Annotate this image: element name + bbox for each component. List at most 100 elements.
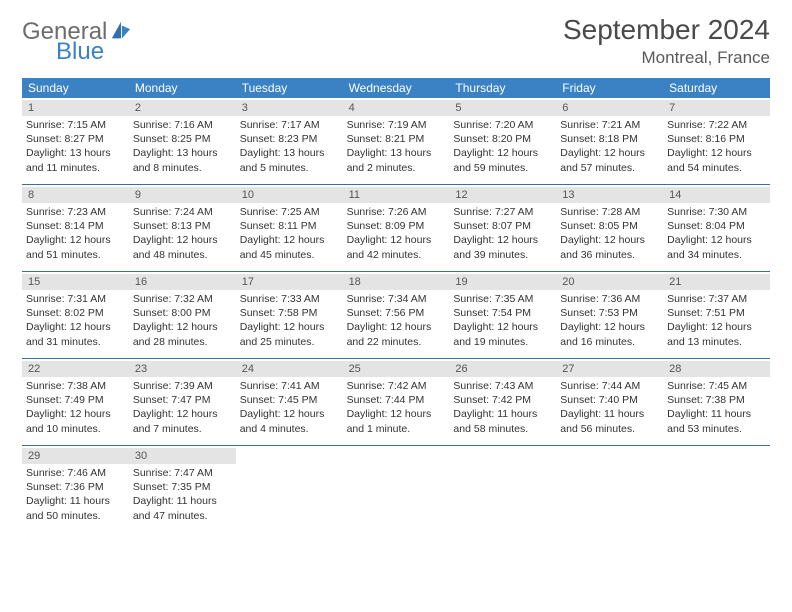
- day-cell: 19 Sunrise: 7:35 AMSunset: 7:54 PMDayligh…: [449, 272, 556, 358]
- sunset-line: Sunset: 8:20 PM: [453, 132, 552, 146]
- sunrise-line: Sunrise: 7:37 AM: [667, 292, 766, 306]
- weekday-tuesday: Tuesday: [236, 78, 343, 98]
- daynum-bar: 15: [22, 274, 129, 290]
- sunrise-line: Sunrise: 7:42 AM: [347, 379, 446, 393]
- daynum-bar: 5: [449, 100, 556, 116]
- daynum-bar: 19: [449, 274, 556, 290]
- weekday-sunday: Sunday: [22, 78, 129, 98]
- week-row: 1Sunrise: 7:15 AMSunset: 8:27 PMDaylight…: [22, 98, 770, 185]
- sunset-line: Sunset: 8:25 PM: [133, 132, 232, 146]
- sunrise-line: Sunrise: 7:30 AM: [667, 205, 766, 219]
- daylight-line: Daylight: 12 hours and 19 minutes.: [453, 320, 552, 348]
- daynum-bar: 23: [129, 361, 236, 377]
- day-cell: 11Sunrise: 7:26 AMSunset: 8:09 PMDayligh…: [343, 185, 450, 271]
- logo: General Blue: [22, 14, 132, 64]
- daylight-line: Daylight: 13 hours and 5 minutes.: [240, 146, 339, 174]
- day-cell: 2 Sunrise: 7:16 AMSunset: 8:25 PMDaylight…: [129, 98, 236, 184]
- day-number: 14: [663, 187, 770, 203]
- sunrise-line: Sunrise: 7:43 AM: [453, 379, 552, 393]
- day-cell: 9Sunrise: 7:24 AMSunset: 8:13 PMDaylight…: [129, 185, 236, 271]
- daynum-bar: 10: [236, 187, 343, 203]
- daynum-bar: 28: [663, 361, 770, 377]
- weekday-monday: Monday: [129, 78, 236, 98]
- daylight-line: Daylight: 12 hours and 45 minutes.: [240, 233, 339, 261]
- daynum-bar: 8: [22, 187, 129, 203]
- sunrise-line: Sunrise: 7:26 AM: [347, 205, 446, 219]
- day-info: Sunrise: 7:36 AMSunset: 7:53 PMDaylight:…: [560, 292, 659, 349]
- day-cell: 23Sunrise: 7:39 AMSunset: 7:47 PMDayligh…: [129, 359, 236, 445]
- day-cell: 28Sunrise: 7:45 AMSunset: 7:38 PMDayligh…: [663, 359, 770, 445]
- sunset-line: Sunset: 7:58 PM: [240, 306, 339, 320]
- sunrise-line: Sunrise: 7:31 AM: [26, 292, 125, 306]
- sunrise-line: Sunrise: 7:27 AM: [453, 205, 552, 219]
- daynum-bar: 6: [556, 100, 663, 116]
- day-number: 6: [556, 100, 663, 116]
- day-number: 9: [129, 187, 236, 203]
- sunrise-line: Sunrise: 7:33 AM: [240, 292, 339, 306]
- daynum-bar: 17: [236, 274, 343, 290]
- day-info: Sunrise: 7:25 AMSunset: 8:11 PMDaylight:…: [240, 205, 339, 262]
- daynum-bar: 14: [663, 187, 770, 203]
- daynum-bar: 4: [343, 100, 450, 116]
- sunset-line: Sunset: 8:11 PM: [240, 219, 339, 233]
- header: General Blue September 2024 Montreal, Fr…: [22, 14, 770, 68]
- day-info: Sunrise: 7:19 AMSunset: 8:21 PMDaylight:…: [347, 118, 446, 175]
- sunrise-line: Sunrise: 7:34 AM: [347, 292, 446, 306]
- day-info: Sunrise: 7:42 AMSunset: 7:44 PMDaylight:…: [347, 379, 446, 436]
- day-number: 30: [129, 448, 236, 464]
- sunset-line: Sunset: 7:42 PM: [453, 393, 552, 407]
- sunset-line: Sunset: 8:21 PM: [347, 132, 446, 146]
- daylight-line: Daylight: 12 hours and 13 minutes.: [667, 320, 766, 348]
- day-cell: [236, 446, 343, 532]
- day-info: Sunrise: 7:46 AMSunset: 7:36 PMDaylight:…: [26, 466, 125, 523]
- day-info: Sunrise: 7:33 AMSunset: 7:58 PMDaylight:…: [240, 292, 339, 349]
- daynum-bar: 29: [22, 448, 129, 464]
- day-number: 12: [449, 187, 556, 203]
- day-info: Sunrise: 7:41 AMSunset: 7:45 PMDaylight:…: [240, 379, 339, 436]
- day-cell: 30Sunrise: 7:47 AMSunset: 7:35 PMDayligh…: [129, 446, 236, 532]
- sunset-line: Sunset: 7:49 PM: [26, 393, 125, 407]
- day-number: 25: [343, 361, 450, 377]
- day-info: Sunrise: 7:43 AMSunset: 7:42 PMDaylight:…: [453, 379, 552, 436]
- day-number: 21: [663, 274, 770, 290]
- sunrise-line: Sunrise: 7:47 AM: [133, 466, 232, 480]
- day-cell: 8Sunrise: 7:23 AMSunset: 8:14 PMDaylight…: [22, 185, 129, 271]
- daylight-line: Daylight: 12 hours and 31 minutes.: [26, 320, 125, 348]
- day-info: Sunrise: 7:16 AMSunset: 8:25 PMDaylight:…: [133, 118, 232, 175]
- sunrise-line: Sunrise: 7:38 AM: [26, 379, 125, 393]
- calendar: SundayMondayTuesdayWednesdayThursdayFrid…: [22, 78, 770, 532]
- day-info: Sunrise: 7:32 AMSunset: 8:00 PMDaylight:…: [133, 292, 232, 349]
- day-cell: 14Sunrise: 7:30 AMSunset: 8:04 PMDayligh…: [663, 185, 770, 271]
- day-number: 17: [236, 274, 343, 290]
- daylight-line: Daylight: 12 hours and 51 minutes.: [26, 233, 125, 261]
- day-info: Sunrise: 7:27 AMSunset: 8:07 PMDaylight:…: [453, 205, 552, 262]
- sunrise-line: Sunrise: 7:22 AM: [667, 118, 766, 132]
- sunset-line: Sunset: 8:02 PM: [26, 306, 125, 320]
- weekday-wednesday: Wednesday: [343, 78, 450, 98]
- daynum-bar: 16: [129, 274, 236, 290]
- day-number: 5: [449, 100, 556, 116]
- sunrise-line: Sunrise: 7:16 AM: [133, 118, 232, 132]
- sunset-line: Sunset: 8:27 PM: [26, 132, 125, 146]
- day-number: 11: [343, 187, 450, 203]
- day-number: 27: [556, 361, 663, 377]
- day-info: Sunrise: 7:31 AMSunset: 8:02 PMDaylight:…: [26, 292, 125, 349]
- day-cell: 29 Sunrise: 7:46 AMSunset: 7:36 PMDayligh…: [22, 446, 129, 532]
- daynum-bar: 20: [556, 274, 663, 290]
- sunset-line: Sunset: 7:47 PM: [133, 393, 232, 407]
- sunrise-line: Sunrise: 7:23 AM: [26, 205, 125, 219]
- day-number: 2: [129, 100, 236, 116]
- day-info: Sunrise: 7:35 AMSunset: 7:54 PMDaylight:…: [453, 292, 552, 349]
- day-cell: [343, 446, 450, 532]
- day-cell: 18Sunrise: 7:34 AMSunset: 7:56 PMDayligh…: [343, 272, 450, 358]
- sunset-line: Sunset: 7:36 PM: [26, 480, 125, 494]
- daynum-bar: 22: [22, 361, 129, 377]
- daylight-line: Daylight: 12 hours and 48 minutes.: [133, 233, 232, 261]
- daylight-line: Daylight: 12 hours and 10 minutes.: [26, 407, 125, 435]
- daylight-line: Daylight: 12 hours and 42 minutes.: [347, 233, 446, 261]
- daylight-line: Daylight: 13 hours and 11 minutes.: [26, 146, 125, 174]
- day-number: 15: [22, 274, 129, 290]
- sunrise-line: Sunrise: 7:46 AM: [26, 466, 125, 480]
- daylight-line: Daylight: 12 hours and 54 minutes.: [667, 146, 766, 174]
- week-row: 29 Sunrise: 7:46 AMSunset: 7:36 PMDayligh…: [22, 446, 770, 532]
